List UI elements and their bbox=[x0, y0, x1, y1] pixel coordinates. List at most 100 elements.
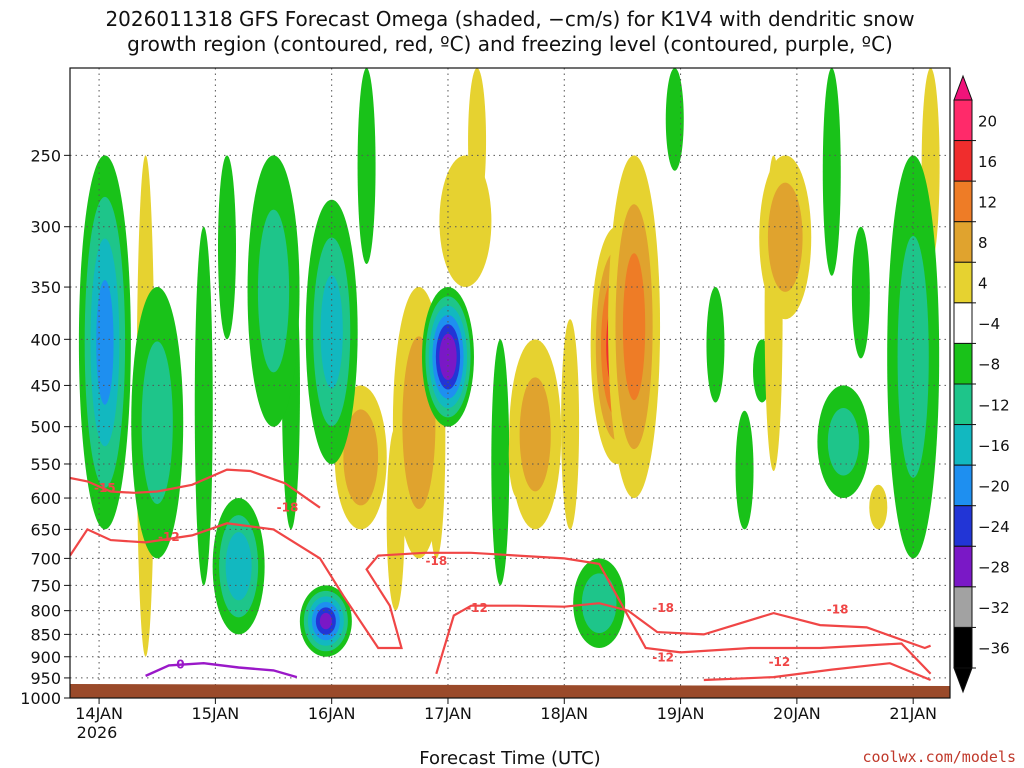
y-axis-pressure: 250 300 350 400 450 500 550 600 650 700 750 800 850 9… bbox=[20, 146, 70, 708]
red-contour-label: -18 bbox=[652, 601, 674, 615]
colorbar-label: 20 bbox=[978, 112, 997, 130]
colorbar-swatch bbox=[953, 302, 973, 344]
colorbar-label: −32 bbox=[978, 599, 1010, 617]
colorbar-label: −12 bbox=[978, 396, 1010, 414]
y-tick-label: 650 bbox=[30, 520, 61, 539]
positive-core-shade-4 bbox=[439, 155, 492, 288]
negative-core-shade-8 bbox=[257, 209, 290, 373]
y-tick-label: 850 bbox=[30, 625, 61, 644]
omega-shading bbox=[78, 68, 940, 657]
positive-core-shade-8 bbox=[767, 182, 803, 292]
y-tick-label: 900 bbox=[30, 648, 61, 667]
y-tick-label: 950 bbox=[30, 669, 61, 688]
y-tick-label: 600 bbox=[30, 489, 61, 508]
negative-core-shade-8 bbox=[897, 235, 929, 478]
chart-title-line-1: 2026011318 GFS Forecast Omega (shaded, −… bbox=[105, 7, 914, 31]
x-tick-label: 17JAN bbox=[424, 704, 472, 723]
negative-core-shade-16 bbox=[96, 280, 114, 405]
colorbar-swatch bbox=[953, 464, 973, 507]
omega-streak bbox=[561, 319, 580, 530]
colorbar-swatch bbox=[953, 505, 973, 547]
negative-core-shade-8 bbox=[141, 341, 173, 505]
x-tick-year: 2026 bbox=[77, 723, 118, 742]
y-tick-label: 500 bbox=[30, 418, 61, 437]
colorbar-swatch bbox=[953, 221, 973, 263]
positive-core-shade-8 bbox=[343, 409, 379, 506]
omega-streak bbox=[735, 410, 754, 530]
credit-link[interactable]: coolwx.com/models bbox=[862, 748, 1016, 766]
red-contour-label: -12 bbox=[652, 651, 674, 665]
x-tick-label: 20JAN bbox=[773, 704, 821, 723]
negative-core-shade-8 bbox=[827, 407, 859, 476]
omega-streak bbox=[822, 68, 841, 276]
red-contour-label: -18 bbox=[277, 501, 299, 515]
y-tick-label: 1000 bbox=[20, 689, 61, 708]
omega-streak bbox=[194, 226, 213, 586]
colorbar-label: 12 bbox=[978, 193, 997, 211]
colorbar-label: −8 bbox=[978, 356, 1000, 374]
colorbar-swatch bbox=[953, 180, 973, 223]
red-temperature-contour bbox=[703, 662, 932, 682]
red-contour-label: -15 bbox=[94, 481, 116, 495]
negative-core-shade-12 bbox=[320, 275, 343, 389]
x-tick-label: 14JAN bbox=[75, 704, 123, 723]
positive-core-shade-12 bbox=[622, 253, 646, 401]
plot-frame bbox=[69, 67, 951, 699]
y-tick-label: 550 bbox=[30, 455, 61, 474]
colorbar-label: −24 bbox=[978, 518, 1010, 536]
x-axis-time: 14JAN 15JAN 16JAN 17JAN 18JAN 19JAN 20JAN 21JAN bbox=[75, 698, 937, 723]
grid-lines bbox=[70, 68, 950, 698]
colorbar-swatch bbox=[953, 626, 973, 669]
omega-streak bbox=[218, 155, 237, 340]
red-contour-label: -12 bbox=[769, 655, 791, 669]
x-tick-label: 19JAN bbox=[657, 704, 705, 723]
red-contour-label: -12 bbox=[466, 601, 488, 615]
y-tick-label: 750 bbox=[30, 576, 61, 595]
colorbar-label: −28 bbox=[978, 559, 1010, 577]
red-contour-label: -12 bbox=[158, 530, 180, 544]
omega-streak bbox=[869, 484, 888, 530]
y-tick-label: 800 bbox=[30, 602, 61, 621]
x-tick-label: 16JAN bbox=[308, 704, 356, 723]
chart-title-line-2: growth region (contoured, red, ºC) and f… bbox=[127, 32, 893, 56]
x-tick-label: 18JAN bbox=[540, 704, 588, 723]
colorbar-label: 4 bbox=[978, 275, 988, 293]
omega-streak bbox=[706, 287, 725, 403]
y-tick-label: 250 bbox=[30, 146, 61, 165]
y-tick-label: 700 bbox=[30, 549, 61, 568]
colorbar-top-arrow bbox=[953, 74, 973, 101]
colorbar-swatch bbox=[953, 261, 973, 304]
temperature-contours: -15 -18 -12 -18 -12 -18 -18 -12 -12 0 bbox=[70, 468, 932, 682]
red-contour-label: -18 bbox=[426, 554, 448, 568]
omega-streak bbox=[357, 68, 376, 265]
purple-contour-label: 0 bbox=[176, 658, 184, 672]
red-contour-label: -18 bbox=[827, 603, 849, 617]
colorbar: 20 16 12 8 4 −4 −8 −12 −16 −20 −24 −28 −32 −36 bbox=[953, 74, 1010, 694]
y-tick-label: 300 bbox=[30, 218, 61, 237]
colorbar-swatch bbox=[953, 342, 973, 385]
red-temperature-contour bbox=[70, 468, 321, 509]
colorbar-label: −20 bbox=[978, 477, 1010, 495]
colorbar-swatch bbox=[953, 99, 973, 142]
positive-core-shade-8 bbox=[519, 377, 551, 492]
terrain-ground bbox=[70, 684, 950, 698]
negative-core-shade-28 bbox=[442, 342, 454, 371]
omega-streak bbox=[491, 339, 510, 586]
colorbar-swatch bbox=[953, 586, 973, 628]
plot-area: -15 -18 -12 -18 -12 -18 -18 -12 -12 0 bbox=[70, 68, 950, 698]
colorbar-label: −16 bbox=[978, 437, 1010, 455]
omega-streak bbox=[665, 68, 684, 171]
red-temperature-contour bbox=[435, 602, 932, 675]
x-tick-label: 15JAN bbox=[192, 704, 240, 723]
negative-core-shade-12 bbox=[225, 532, 252, 601]
colorbar-bottom-arrow bbox=[953, 667, 973, 694]
colorbar-label: 16 bbox=[978, 153, 997, 171]
colorbar-label: 8 bbox=[978, 234, 988, 252]
negative-core-shade-24 bbox=[319, 612, 332, 630]
x-axis-label: Forecast Time (UTC) bbox=[419, 748, 600, 768]
red-temperature-contour bbox=[70, 522, 932, 675]
colorbar-swatch bbox=[953, 424, 973, 466]
colorbar-swatch bbox=[953, 140, 973, 182]
omega-streak bbox=[851, 226, 870, 359]
